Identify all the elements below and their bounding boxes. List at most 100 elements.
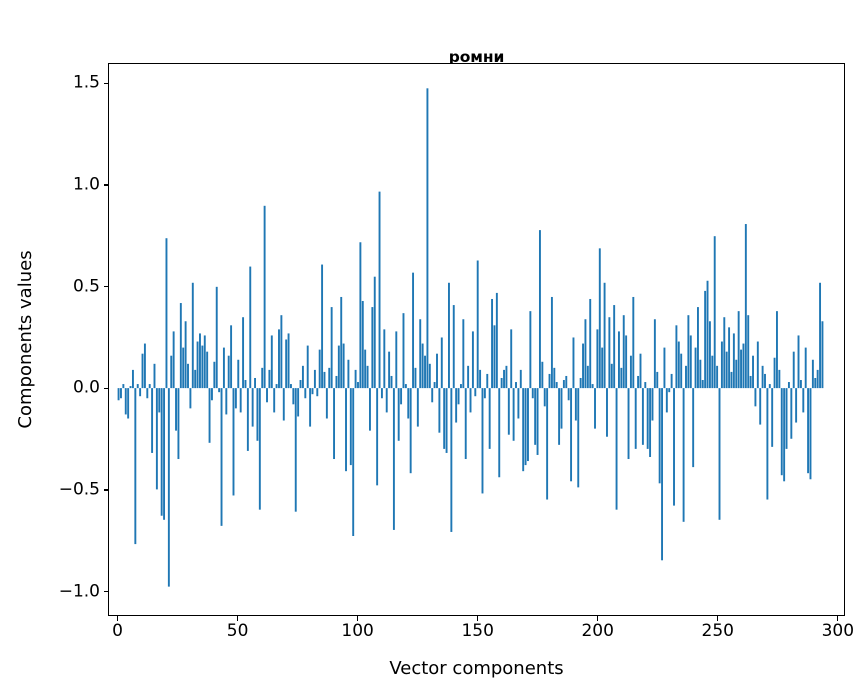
bar [680,353,683,389]
bar [752,355,754,389]
bar [134,388,137,545]
bar [335,375,338,389]
bar [402,313,405,389]
bar [699,359,702,389]
bar [431,388,434,403]
bar [527,388,529,462]
y-tick-label: 1.5 [72,72,100,93]
bar [175,388,177,431]
bar [579,377,582,389]
bar [637,375,640,389]
bar [266,388,268,403]
bar [718,388,721,520]
bar [376,388,379,486]
x-tick-mark [597,616,599,621]
bar [397,388,400,441]
bar [665,388,668,413]
bar [141,353,144,389]
bar [627,388,630,460]
bar [225,388,228,415]
bar [586,365,589,389]
bar [610,363,613,389]
bar [807,388,810,474]
bar [685,365,687,389]
bar [304,388,307,399]
bar [285,339,288,389]
chart-title-line-1: ромни [448,47,505,66]
bar [651,388,654,421]
bar [122,384,125,389]
y-tick-mark [104,590,109,593]
bar [438,388,441,433]
bar [744,224,747,389]
bar [220,388,223,526]
x-tick-label: 300 [821,621,855,641]
bar [309,388,312,427]
bar [187,363,189,389]
bar [759,388,762,425]
bar [414,367,417,389]
bar-series-svg [117,88,824,587]
bar [316,388,319,397]
bar [622,315,625,389]
bar [591,384,594,389]
bar [227,355,230,389]
bar [766,388,769,500]
bar [349,388,352,466]
bar [232,388,235,496]
bar [450,388,453,532]
bar [239,388,242,413]
bar [658,388,661,484]
bar [524,388,527,466]
bar [663,347,666,389]
bar [275,384,278,389]
plot-axes [108,63,845,616]
bar [584,319,587,389]
bar [804,347,807,389]
x-tick-mark [477,616,479,621]
bar [390,375,393,389]
y-tick-label: 1.0 [72,174,100,195]
bar [692,388,695,468]
bar [682,388,685,522]
bar [440,337,443,389]
bar [345,388,347,472]
bar [146,388,149,399]
bar [740,349,743,389]
bar [764,373,766,389]
bar [634,388,637,449]
bar [222,347,225,389]
bar [215,286,218,389]
bar [457,388,460,405]
bar [689,335,692,389]
bar [486,373,489,389]
bar [795,388,798,423]
bar [555,382,558,389]
bar [512,388,515,441]
bar [797,335,800,389]
bar [143,343,146,389]
bar [163,388,166,520]
bar [354,369,357,389]
bar [148,384,151,389]
bar [306,345,309,389]
bar [629,355,632,389]
bar [433,382,436,389]
bar [701,380,704,389]
bar [498,388,501,478]
bar [230,325,233,389]
x-tick-mark [116,616,119,621]
bar [534,388,537,445]
bar [483,388,486,399]
bar [392,388,395,530]
plot-area [109,64,844,615]
bar [481,388,484,494]
bar [321,264,324,389]
bar [546,388,549,500]
bar [625,335,628,389]
bar [199,333,201,389]
bar [194,369,197,389]
bar [776,311,778,389]
bar [170,355,173,389]
y-tick-mark [104,387,109,389]
